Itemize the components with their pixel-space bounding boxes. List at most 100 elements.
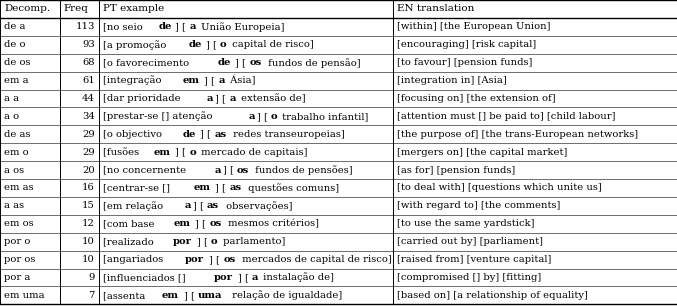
Text: 68: 68	[82, 58, 95, 67]
Text: [encouraging] [risk capital]: [encouraging] [risk capital]	[397, 40, 537, 49]
Text: 20: 20	[82, 165, 95, 175]
Text: por o: por o	[4, 237, 30, 246]
Text: [with regard to] [the comments]: [with regard to] [the comments]	[397, 201, 561, 210]
Text: [em relação: [em relação	[103, 201, 166, 211]
Text: [no concernente: [no concernente	[103, 165, 189, 175]
Text: [focusing on] [the extension of]: [focusing on] [the extension of]	[397, 94, 556, 103]
Text: fundos de pensão]: fundos de pensão]	[265, 58, 361, 68]
Text: ] [: ] [	[193, 201, 204, 210]
Text: [centrar-se []: [centrar-se []	[103, 184, 173, 192]
Text: [angariados: [angariados	[103, 255, 167, 264]
Text: 15: 15	[82, 201, 95, 210]
Text: [fusões: [fusões	[103, 147, 142, 157]
Text: por: por	[173, 237, 192, 246]
Text: os: os	[223, 255, 236, 264]
Text: a o: a o	[4, 112, 19, 121]
Text: [the purpose of] [the trans-European networks]: [the purpose of] [the trans-European net…	[397, 130, 638, 139]
Text: ] [: ] [	[223, 165, 234, 175]
Text: [prestar-se [] atenção: [prestar-se [] atenção	[103, 111, 215, 121]
Text: EN translation: EN translation	[397, 4, 475, 14]
Text: PT example: PT example	[103, 4, 164, 14]
Text: ] [: ] [	[175, 22, 186, 31]
Text: os: os	[237, 165, 249, 175]
Text: em: em	[182, 76, 200, 85]
Text: as: as	[207, 201, 219, 210]
Text: mesmos critérios]: mesmos critérios]	[225, 219, 319, 228]
Text: questões comuns]: questões comuns]	[245, 183, 339, 193]
Text: as: as	[215, 130, 227, 139]
Text: ] [: ] [	[215, 94, 226, 103]
Text: em a: em a	[4, 76, 28, 85]
Text: o: o	[190, 148, 196, 157]
Text: Decomp.: Decomp.	[4, 4, 50, 14]
Text: [com base: [com base	[103, 219, 158, 228]
Text: [attention must [] be paid to] [child labour]: [attention must [] be paid to] [child la…	[397, 112, 616, 121]
Text: por a: por a	[4, 273, 30, 282]
Text: [realizado: [realizado	[103, 237, 157, 246]
Text: instalação de]: instalação de]	[261, 273, 334, 282]
Text: em o: em o	[4, 148, 28, 157]
Text: a: a	[214, 165, 221, 175]
Text: 10: 10	[82, 255, 95, 264]
Text: relação de igualdade]: relação de igualdade]	[230, 290, 343, 300]
Text: [to use the same yardstick]: [to use the same yardstick]	[397, 219, 535, 228]
Text: [influenciados []: [influenciados []	[103, 273, 189, 282]
Text: de: de	[158, 22, 171, 31]
Text: ] [: ] [	[238, 273, 249, 282]
Text: o: o	[271, 112, 278, 121]
Text: 113: 113	[75, 22, 95, 31]
Text: [to deal with] [questions which unite us]: [to deal with] [questions which unite us…	[397, 184, 602, 192]
Text: de o: de o	[4, 40, 26, 49]
Text: o: o	[220, 40, 227, 49]
Text: mercados de capital de risco]: mercados de capital de risco]	[239, 255, 392, 264]
Text: 61: 61	[82, 76, 95, 85]
Text: 16: 16	[82, 184, 95, 192]
Text: redes transeuropeias]: redes transeuropeias]	[230, 130, 345, 139]
Text: [no seio: [no seio	[103, 22, 146, 31]
Text: Freq: Freq	[64, 4, 89, 14]
Text: parlamento]: parlamento]	[219, 237, 285, 246]
Text: ] [: ] [	[209, 255, 220, 264]
Text: por: por	[213, 273, 232, 282]
Text: trabalho infantil]: trabalho infantil]	[279, 112, 368, 121]
Text: ] [: ] [	[215, 184, 226, 192]
Text: em: em	[173, 219, 190, 228]
Text: em: em	[162, 291, 179, 300]
Text: a: a	[230, 94, 236, 103]
Text: uma: uma	[198, 291, 222, 300]
Text: [dar prioridade: [dar prioridade	[103, 94, 183, 103]
Text: ] [: ] [	[175, 148, 186, 157]
Text: 7: 7	[89, 291, 95, 300]
Text: extensão de]: extensão de]	[238, 94, 305, 103]
Text: 9: 9	[89, 273, 95, 282]
Text: [assenta: [assenta	[103, 291, 148, 300]
Text: [o favorecimento: [o favorecimento	[103, 58, 192, 67]
Text: em: em	[194, 184, 211, 192]
Text: por os: por os	[4, 255, 35, 264]
Text: observações]: observações]	[223, 201, 292, 211]
Text: o: o	[211, 237, 217, 246]
Text: a: a	[185, 201, 191, 210]
Text: a: a	[207, 94, 214, 103]
Text: 44: 44	[82, 94, 95, 103]
Text: em: em	[154, 148, 171, 157]
Text: [raised from] [venture capital]: [raised from] [venture capital]	[397, 255, 552, 264]
Text: a: a	[219, 76, 225, 85]
Text: ] [: ] [	[204, 76, 215, 85]
Text: de as: de as	[4, 130, 30, 139]
Text: 34: 34	[82, 112, 95, 121]
Text: 29: 29	[82, 148, 95, 157]
Text: 10: 10	[82, 237, 95, 246]
Text: Ásia]: Ásia]	[227, 76, 255, 86]
Text: ] [: ] [	[200, 130, 211, 139]
Text: a: a	[252, 273, 259, 282]
Text: ] [: ] [	[206, 40, 217, 49]
Text: [compromised [] by] [fitting]: [compromised [] by] [fitting]	[397, 273, 542, 282]
Text: [integration in] [Asia]: [integration in] [Asia]	[397, 76, 507, 85]
Text: 29: 29	[82, 130, 95, 139]
Text: as: as	[230, 184, 242, 192]
Text: de: de	[183, 130, 196, 139]
Text: [integração: [integração	[103, 76, 165, 85]
Text: [mergers on] [the capital market]: [mergers on] [the capital market]	[397, 148, 568, 157]
Text: fundos de pensões]: fundos de pensões]	[253, 165, 353, 175]
